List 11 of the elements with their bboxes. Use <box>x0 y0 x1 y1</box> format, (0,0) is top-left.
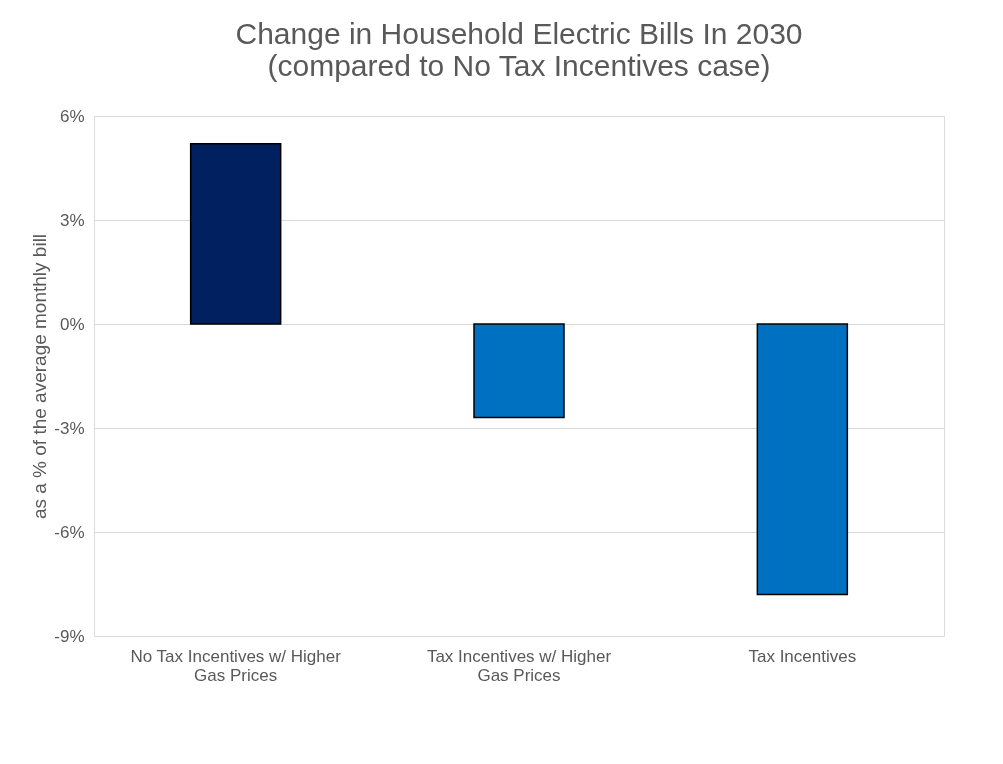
x-tick-label: Tax Incentives <box>748 646 857 666</box>
y-tick-label: -6% <box>54 522 85 542</box>
chart-title: Change in Household Electric Bills In 2030 (compared to No Tax Incentives case) <box>235 17 803 82</box>
x-tick-label: Tax Incentives w/ Higher Gas Prices <box>426 646 612 685</box>
y-tick-label: 6% <box>59 106 85 126</box>
x-tick-label: No Tax Incentives w/ Higher Gas Prices <box>130 646 342 685</box>
y-axis-title: as a % of the average monthly bill <box>29 233 51 520</box>
y-tick-label: 0% <box>59 314 85 334</box>
y-tick-label: -9% <box>54 626 85 646</box>
y-tick-label: -3% <box>54 418 85 438</box>
y-tick-label: 3% <box>59 210 85 230</box>
